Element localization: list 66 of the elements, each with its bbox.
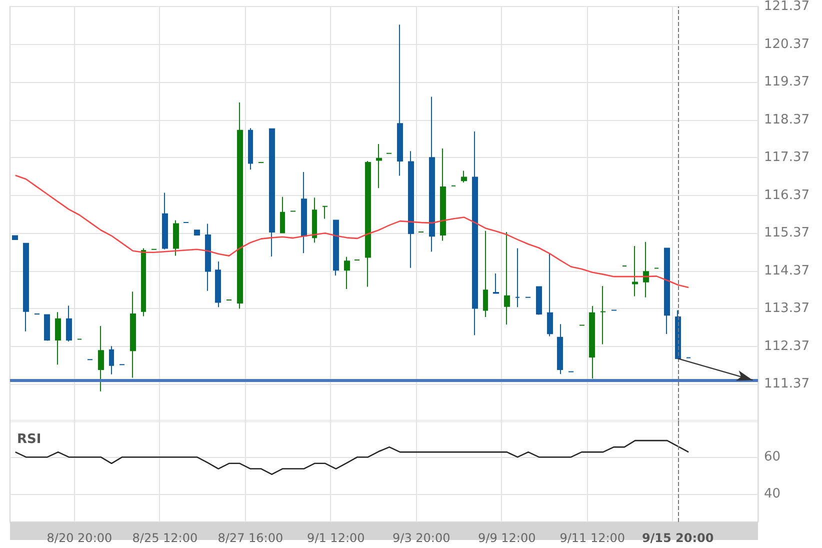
candlestick (322, 206, 328, 220)
candlestick (280, 196, 285, 234)
candlestick (312, 197, 317, 244)
candlestick (66, 305, 72, 342)
candlestick (269, 128, 275, 258)
candlestick (237, 102, 243, 310)
text: RSI (17, 432, 42, 447)
candlestick (365, 160, 371, 288)
candlestick (643, 241, 649, 298)
y-tick-label: 118.37 (764, 112, 810, 128)
candlestick (589, 306, 595, 380)
candlestick (493, 273, 499, 294)
y-tick-label: 120.37 (764, 36, 810, 52)
candlestick (515, 248, 520, 308)
candlestick (483, 230, 488, 318)
candlestick (141, 248, 146, 317)
y-tick-label: 111.37 (764, 376, 810, 392)
x-tick-label: 9/15 20:00 (642, 531, 714, 545)
candlestick (55, 312, 61, 366)
y-tick-label: 121.37 (764, 0, 810, 14)
x-tick-label: 9/1 12:00 (307, 531, 365, 545)
candlestick (376, 143, 382, 189)
y-tick-label: 113.37 (764, 301, 810, 316)
y-tick-label: 114.37 (764, 263, 810, 278)
candlestick (632, 245, 638, 297)
candlestick (504, 232, 510, 326)
x-tick-label: 8/27 16:00 (218, 531, 284, 545)
candlestick (429, 96, 435, 252)
candlestick (557, 324, 563, 375)
y-tick-label: 115.37 (764, 226, 810, 241)
candlestick (205, 223, 211, 292)
candlestick (162, 192, 168, 250)
candlestick (461, 170, 467, 184)
candlestick (333, 220, 339, 276)
x-tick-label: 9/11 12:00 (560, 531, 626, 545)
candlestick (23, 242, 29, 332)
y-tick-label: 119.37 (764, 74, 810, 90)
candlestick (397, 24, 403, 176)
y-tick-label: 116.37 (764, 188, 810, 203)
candlestick (248, 128, 253, 170)
candlestick (301, 171, 307, 254)
y-tick-label: 60 (764, 450, 781, 465)
x-tick-label: 8/25 12:00 (132, 531, 198, 545)
candlestick (600, 286, 606, 345)
candlestick (408, 150, 414, 268)
line-series (14, 174, 690, 288)
candlestick (664, 248, 670, 334)
x-tick-label: 9/3 20:00 (392, 531, 450, 545)
y-tick-label: 112.37 (764, 338, 810, 354)
candlestick (173, 220, 179, 256)
candlestick (194, 230, 200, 236)
candlestick (536, 286, 542, 316)
candlestick (109, 346, 114, 375)
candlestick (44, 314, 50, 342)
candlestick (98, 326, 104, 392)
candlestick (440, 148, 446, 242)
y-tick-label: 40 (764, 486, 781, 502)
x-tick-label: 9/9 12:00 (478, 531, 536, 545)
y-tick-label: 117.37 (764, 150, 810, 166)
candlestick (130, 291, 136, 378)
candlestick (215, 260, 221, 308)
candlestick (547, 253, 553, 337)
candlestick (12, 235, 18, 240)
candlestick (472, 131, 478, 336)
x-tick-label: 8/20 20:00 (46, 531, 112, 545)
candlestick (344, 256, 350, 290)
